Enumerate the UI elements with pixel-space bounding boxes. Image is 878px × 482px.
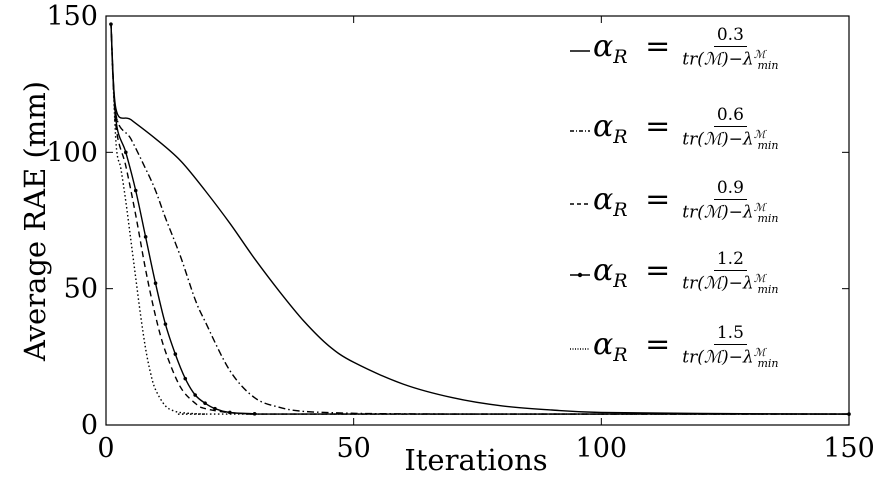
legend-fraction: 1.5 tr(ℳ)−λℳmin: [682, 323, 778, 370]
legend-entry: αR = 1.5 tr(ℳ)−λℳmin: [569, 323, 779, 370]
series-marker: [183, 376, 188, 381]
y-tick-label: 150: [46, 1, 98, 32]
legend-lhs: αR =: [593, 182, 671, 222]
series-line-2: [110, 24, 849, 415]
series-marker: [124, 150, 128, 155]
x-tick-label: 0: [97, 433, 114, 464]
legend-denominator: tr(ℳ)−λℳmin: [682, 346, 779, 371]
series-marker: [163, 322, 168, 326]
series-marker: [228, 410, 232, 415]
legend-denominator: tr(ℳ)−λℳmin: [682, 128, 779, 153]
legend-swatch: [570, 272, 590, 277]
y-tick-label: 50: [64, 274, 98, 305]
legend-entry: αR = 0.9 tr(ℳ)−λℳmin: [569, 178, 779, 225]
series-line-1: [110, 24, 850, 415]
legend-fraction: 0.9 tr(ℳ)−λℳmin: [682, 178, 778, 225]
axes: 0 50 100 150 0 50 100 150: [46, 1, 874, 464]
legend-swatch: [570, 202, 590, 205]
series-marker: [213, 406, 217, 411]
legend-fraction: 0.3 tr(ℳ)−λℳmin: [682, 25, 778, 72]
legend-lhs: αR =: [593, 109, 671, 149]
plot-area: [105, 15, 850, 426]
series-marker: [133, 188, 138, 193]
y-tick-label: 0: [81, 410, 98, 441]
legend-numerator: 0.6: [713, 105, 747, 127]
series-layer: [109, 22, 851, 416]
legend-lhs: αR =: [593, 327, 671, 367]
series-marker: [203, 401, 207, 405]
legend-fraction: 0.6 tr(ℳ)−λℳmin: [682, 105, 778, 152]
x-tick-label: 50: [336, 433, 370, 464]
legend-lhs: αR =: [593, 253, 671, 293]
legend-entry: αR = 0.3 tr(ℳ)−λℳmin: [569, 25, 779, 72]
series-line-5: [110, 24, 849, 415]
series-marker: [153, 281, 158, 286]
series-marker: [109, 22, 113, 26]
legend-swatch: [570, 347, 590, 350]
y-axis-label: Average RAE (mm): [18, 81, 52, 362]
legend-denominator: tr(ℳ)−λℳmin: [682, 201, 779, 226]
x-tick-label: 150: [823, 433, 875, 464]
legend-entry: αR = 1.2 tr(ℳ)−λℳmin: [569, 249, 779, 296]
legend-entry: αR = 0.6 tr(ℳ)−λℳmin: [569, 105, 779, 152]
legend-denominator: tr(ℳ)−λℳmin: [682, 48, 779, 73]
legend-numerator: 1.5: [713, 323, 747, 345]
x-axis-label: Iterations: [404, 443, 547, 477]
legend-numerator: 0.9: [713, 178, 747, 200]
legend-fraction: 1.2 tr(ℳ)−λℳmin: [682, 249, 778, 296]
series-marker: [143, 235, 148, 239]
legend-numerator: 0.3: [713, 25, 747, 47]
y-tick-label: 100: [46, 137, 98, 168]
legend-numerator: 1.2: [713, 249, 747, 271]
legend-denominator: tr(ℳ)−λℳmin: [682, 272, 779, 297]
x-tick-label: 100: [576, 433, 628, 464]
legend-swatch: [570, 49, 590, 52]
series-marker: [847, 412, 851, 416]
legend-swatch: [570, 129, 590, 132]
series-marker: [193, 393, 197, 397]
series-marker: [173, 352, 178, 356]
legend-lhs: αR =: [593, 29, 671, 69]
